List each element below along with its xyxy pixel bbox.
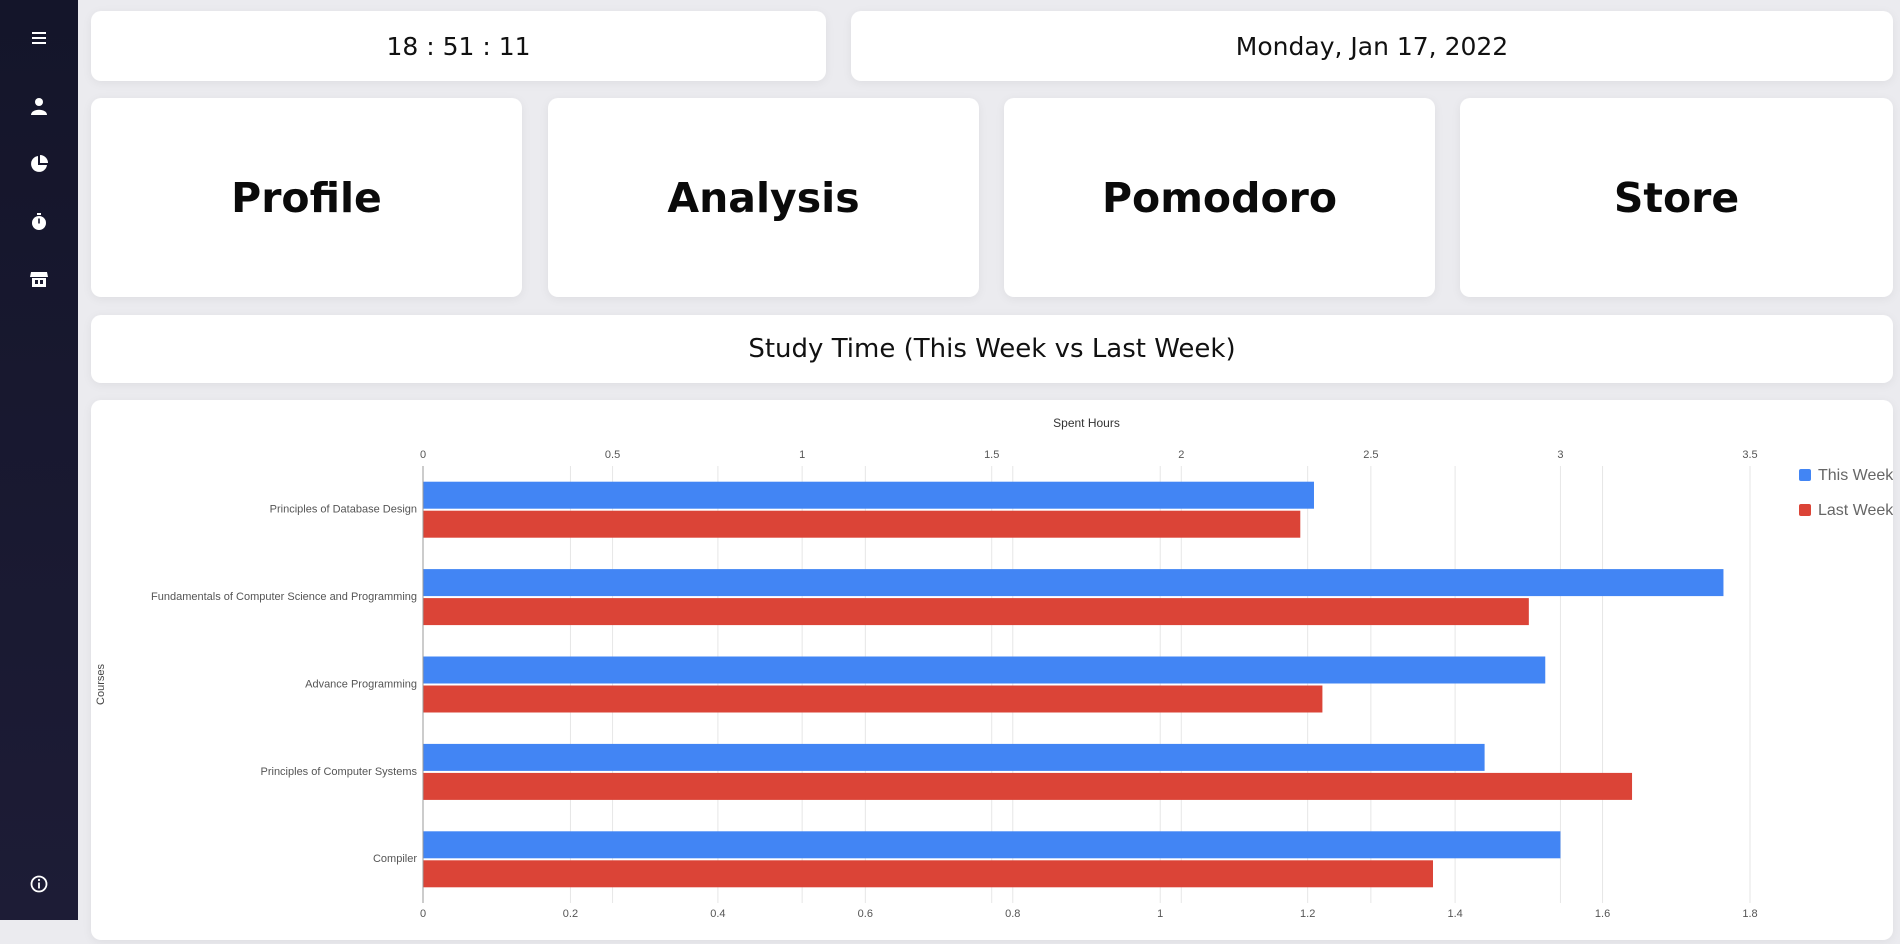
bottom-tick-label: 0.6 — [858, 908, 873, 920]
bottom-tick-label: 0.8 — [1005, 908, 1020, 920]
store-card[interactable]: Store — [1460, 98, 1893, 297]
profile-label: Profile — [231, 173, 382, 222]
profile-card[interactable]: Profile — [91, 98, 522, 297]
top-tick-label: 2 — [1178, 449, 1184, 461]
info-icon — [30, 875, 48, 893]
bottom-tick-label: 1.6 — [1595, 908, 1610, 920]
pomodoro-card[interactable]: Pomodoro — [1004, 98, 1435, 297]
bar-chart: Spent Hours 0 0.5 1 1.5 2 2.5 3 3.5 0 0.2 0.4 0.6 0.8… — [95, 416, 1894, 920]
bar-last-week — [423, 598, 1529, 626]
sidebar-item-store[interactable] — [19, 261, 59, 297]
pie-chart-icon — [31, 155, 48, 172]
bottom-tick-label: 1 — [1157, 908, 1163, 920]
legend-label: Last Week — [1818, 502, 1893, 519]
category-label: Fundamentals of Computer Science and Pro… — [151, 591, 417, 603]
bar-this-week — [423, 569, 1724, 597]
top-axis-title: Spent Hours — [1053, 416, 1120, 430]
top-tick-label: 0.5 — [605, 449, 620, 461]
bottom-tick-label: 1.2 — [1300, 908, 1315, 920]
bar-last-week — [423, 685, 1323, 713]
clock-card: 18 : 51 : 11 — [91, 11, 826, 81]
menu-button[interactable] — [19, 20, 59, 56]
bar-this-week — [423, 656, 1546, 684]
top-tick-label: 3.5 — [1742, 449, 1757, 461]
pomodoro-label: Pomodoro — [1101, 173, 1337, 222]
category-label: Principles of Computer Systems — [261, 766, 418, 778]
store-label: Store — [1613, 173, 1740, 222]
category-label: Compiler — [373, 853, 417, 865]
clock-display: 18 : 51 : 11 — [386, 31, 531, 61]
bar-this-week — [423, 481, 1314, 509]
bottom-tick-label: 0.2 — [563, 908, 578, 920]
section-title: Study Time (This Week vs Last Week) — [748, 334, 1236, 364]
bar-this-week — [423, 743, 1485, 771]
top-tick-label: 1.5 — [984, 449, 999, 461]
user-icon — [31, 98, 47, 115]
study-time-chart: Spent Hours 0 0.5 1 1.5 2 2.5 3 3.5 0 0.2 0.4 0.6 0.8… — [91, 400, 1894, 940]
bottom-tick-label: 0.4 — [710, 908, 725, 920]
store-icon — [30, 272, 48, 287]
bar-last-week — [423, 860, 1433, 888]
date-card: Monday, Jan 17, 2022 — [851, 11, 1893, 81]
stopwatch-icon — [32, 213, 46, 230]
category-label: Principles of Database Design — [270, 504, 417, 516]
date-display: Monday, Jan 17, 2022 — [1235, 31, 1509, 61]
top-tick-label: 0 — [420, 449, 426, 461]
bottom-tick-label: 0 — [420, 908, 426, 920]
legend-swatch — [1799, 469, 1811, 481]
bar-last-week — [423, 772, 1633, 800]
bottom-tick-label: 1.8 — [1742, 908, 1757, 920]
top-tick-label: 2.5 — [1363, 449, 1378, 461]
y-axis-title: Courses — [95, 664, 107, 705]
bottom-tick-label: 1.4 — [1447, 908, 1462, 920]
top-tick-label: 3 — [1557, 449, 1563, 461]
legend-label: This Week — [1818, 467, 1893, 484]
analysis-label: Analysis — [667, 173, 860, 222]
top-tick-label: 1 — [799, 449, 805, 461]
menu-icon — [32, 32, 46, 44]
category-label: Advance Programming — [305, 678, 417, 690]
analysis-card[interactable]: Analysis — [548, 98, 979, 297]
legend-swatch — [1799, 504, 1811, 516]
sidebar — [0, 0, 78, 920]
study-time-title-card: Study Time (This Week vs Last Week) — [91, 315, 1893, 383]
bar-last-week — [423, 510, 1301, 538]
sidebar-item-pomodoro[interactable] — [19, 204, 59, 240]
bar-this-week — [423, 831, 1561, 859]
sidebar-item-profile[interactable] — [19, 88, 59, 124]
sidebar-item-analysis[interactable] — [19, 146, 59, 182]
sidebar-item-info[interactable] — [19, 866, 59, 902]
